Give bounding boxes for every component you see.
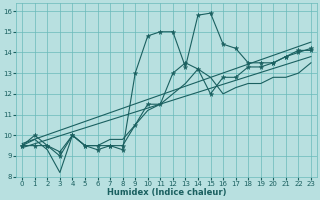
X-axis label: Humidex (Indice chaleur): Humidex (Indice chaleur) (107, 188, 226, 197)
